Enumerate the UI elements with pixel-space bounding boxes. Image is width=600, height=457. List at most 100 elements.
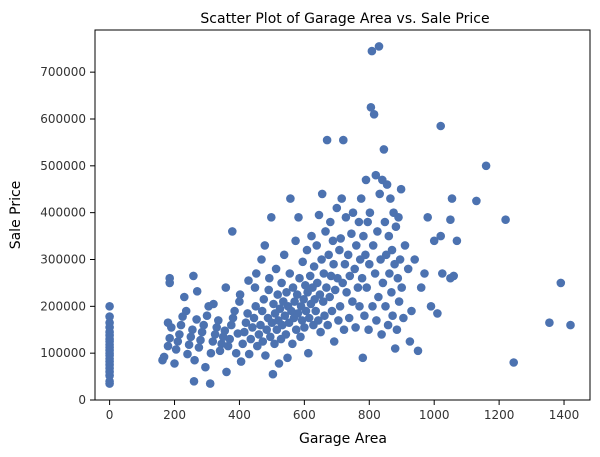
data-point: [338, 278, 348, 288]
data-point: [366, 103, 376, 112]
data-point: [307, 231, 316, 241]
data-point: [295, 273, 304, 283]
data-point: [316, 327, 325, 337]
data-point: [361, 175, 371, 185]
data-point: [279, 250, 289, 260]
data-point: [343, 250, 353, 260]
data-point: [270, 339, 279, 349]
data-point: [163, 341, 173, 351]
data-point: [265, 273, 274, 283]
data-point: [326, 271, 336, 281]
data-point: [278, 320, 287, 330]
data-point: [241, 318, 251, 328]
data-point: [248, 323, 257, 332]
x-axis: 0 200 400 600 800 1000 1200 1400: [106, 400, 579, 422]
data-point: [407, 306, 416, 316]
data-point: [194, 343, 204, 352]
data-point: [302, 245, 312, 255]
data-point: [436, 231, 446, 241]
data-point: [326, 217, 335, 227]
data-point: [214, 316, 223, 325]
data-point: [222, 367, 231, 377]
data-point: [246, 334, 256, 344]
data-point: [336, 234, 346, 243]
x-tick-label: 0: [106, 408, 114, 422]
data-point: [334, 316, 343, 325]
data-point: [199, 320, 208, 330]
data-point: [288, 339, 297, 349]
data-point: [327, 306, 337, 316]
data-point: [230, 306, 239, 316]
data-point: [317, 255, 326, 264]
data-point: [342, 288, 351, 297]
y-tick-label: 0: [78, 393, 86, 407]
data-point: [285, 269, 295, 278]
data-point: [391, 222, 401, 231]
data-point: [319, 269, 329, 278]
data-point: [309, 262, 319, 271]
data-point: [257, 255, 266, 264]
data-point: [449, 271, 459, 281]
data-point: [357, 273, 367, 283]
data-point: [190, 355, 199, 365]
data-point: [288, 283, 298, 292]
data-point: [325, 292, 335, 302]
data-point: [192, 287, 202, 296]
y-axis: 0 100000 200000 300000 400000 500000 600000 700…: [40, 65, 95, 407]
data-point: [173, 337, 183, 346]
data-point: [231, 348, 241, 358]
x-tick-label: 1000: [419, 408, 450, 422]
data-point: [368, 302, 377, 311]
data-point: [348, 297, 357, 306]
x-tick-label: 200: [163, 408, 186, 422]
data-point: [192, 315, 201, 324]
data-point: [358, 353, 368, 363]
data-point: [176, 320, 186, 330]
data-point: [273, 290, 283, 299]
data-point: [375, 189, 385, 199]
data-point: [105, 302, 114, 311]
y-tick-label: 200000: [40, 299, 86, 313]
data-point: [392, 325, 402, 335]
chart-title: Scatter Plot of Garage Area vs. Sale Pri…: [200, 11, 489, 27]
data-point: [339, 135, 348, 145]
data-point: [201, 362, 210, 372]
data-point: [374, 42, 384, 51]
data-point: [374, 292, 383, 302]
data-point: [281, 330, 291, 339]
data-point: [382, 180, 392, 189]
data-point: [236, 357, 246, 366]
y-axis-label: Sale Price: [8, 181, 24, 250]
data-point: [381, 250, 391, 260]
data-point: [317, 189, 327, 199]
data-point: [225, 334, 234, 344]
data-point: [249, 313, 259, 323]
x-tick-label: 800: [358, 408, 381, 422]
data-point: [277, 278, 286, 288]
data-point: [324, 250, 334, 260]
data-point: [283, 353, 292, 363]
y-tick-label: 300000: [40, 252, 86, 266]
y-tick-label: 400000: [40, 206, 86, 220]
data-point: [268, 369, 278, 379]
data-point: [256, 320, 265, 330]
data-point: [396, 184, 406, 194]
data-point: [254, 330, 264, 339]
data-point: [433, 309, 442, 318]
data-point: [298, 257, 308, 267]
data-point: [368, 241, 378, 250]
data-point: [292, 290, 302, 299]
data-point: [367, 46, 377, 56]
data-point: [300, 323, 309, 332]
data-point: [356, 194, 366, 203]
x-tick-label: 600: [293, 408, 316, 422]
data-point: [314, 210, 324, 220]
data-point: [566, 320, 575, 330]
data-point: [322, 283, 331, 292]
data-point: [355, 302, 364, 311]
points-layer: [105, 42, 575, 388]
data-point: [196, 335, 205, 345]
data-point: [297, 316, 307, 325]
data-point: [388, 311, 397, 321]
data-point: [347, 229, 356, 238]
